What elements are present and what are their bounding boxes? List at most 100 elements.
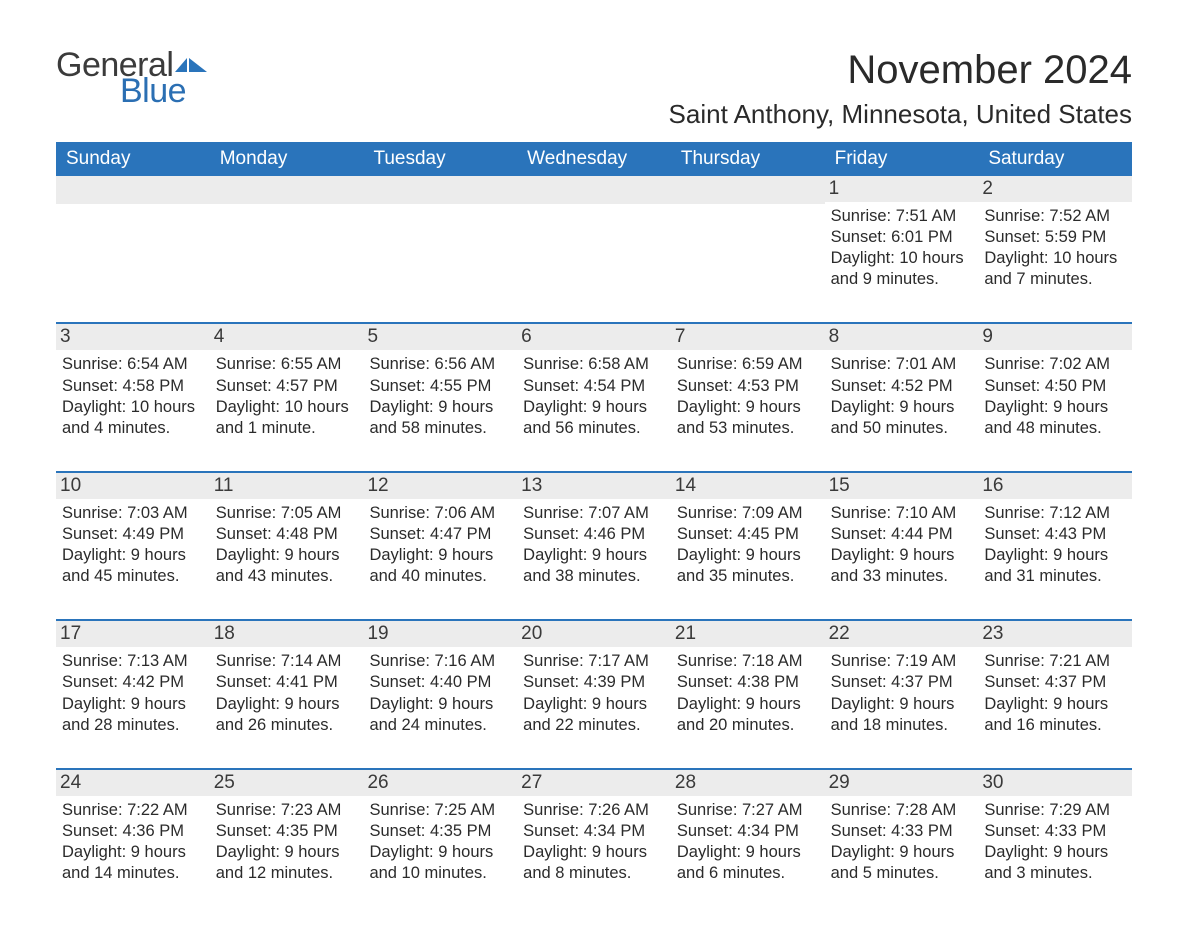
sunrise-text: Sunrise: 7:10 AM [831,503,973,524]
logo-word-blue: Blue [120,74,209,108]
weekday-header: Friday [825,142,979,176]
calendar-day-empty [363,176,517,296]
sunset-text: Sunset: 4:50 PM [984,376,1126,397]
sunset-text: Sunset: 4:36 PM [62,821,204,842]
calendar-day: 20 Sunrise: 7:17 AMSunset: 4:39 PMDayligh… [517,621,671,741]
daylight-text: Daylight: 9 hours and 22 minutes. [523,694,665,736]
day-number [210,176,364,204]
day-info: Sunrise: 7:19 AMSunset: 4:37 PMDaylight:… [831,651,973,735]
sunset-text: Sunset: 4:39 PM [523,672,665,693]
daylight-text: Daylight: 10 hours and 9 minutes. [831,248,973,290]
sunrise-text: Sunrise: 7:23 AM [216,800,358,821]
daylight-text: Daylight: 9 hours and 38 minutes. [523,545,665,587]
day-info: Sunrise: 7:14 AMSunset: 4:41 PMDaylight:… [216,651,358,735]
sunrise-text: Sunrise: 7:28 AM [831,800,973,821]
calendar-day-empty [210,176,364,296]
calendar-day: 22Sunrise: 7:19 AMSunset: 4:37 PMDayligh… [825,621,979,741]
sunrise-text: Sunrise: 6:59 AM [677,354,819,375]
sunset-text: Sunset: 4:38 PM [677,672,819,693]
sunrise-text: Sunrise: 7:16 AM [369,651,511,672]
sunrise-text: Sunrise: 7:22 AM [62,800,204,821]
day-number: 20 [517,621,671,647]
calendar-day-empty [517,176,671,296]
sunset-text: Sunset: 4:37 PM [831,672,973,693]
day-info: Sunrise: 7:06 AMSunset: 4:47 PMDaylight:… [369,503,511,587]
sunset-text: Sunset: 4:33 PM [831,821,973,842]
day-info: Sunrise: 7:27 AMSunset: 4:34 PMDaylight:… [677,800,819,884]
calendar: SundayMondayTuesdayWednesdayThursdayFrid… [56,142,1132,890]
daylight-text: Daylight: 9 hours and 5 minutes. [831,842,973,884]
sunrise-text: Sunrise: 7:17 AM [523,651,665,672]
daylight-text: Daylight: 9 hours and 53 minutes. [677,397,819,439]
daylight-text: Daylight: 9 hours and 35 minutes. [677,545,819,587]
calendar-day: 10Sunrise: 7:03 AMSunset: 4:49 PMDayligh… [56,473,210,593]
sunrise-text: Sunrise: 7:14 AM [216,651,358,672]
sunrise-text: Sunrise: 7:13 AM [62,651,204,672]
daylight-text: Daylight: 9 hours and 28 minutes. [62,694,204,736]
calendar-day: 3Sunrise: 6:54 AMSunset: 4:58 PMDaylight… [56,324,210,444]
calendar-day: 25Sunrise: 7:23 AMSunset: 4:35 PMDayligh… [210,770,364,890]
calendar-day: 1Sunrise: 7:51 AMSunset: 6:01 PMDaylight… [825,176,979,296]
day-number [671,176,825,204]
daylight-text: Daylight: 9 hours and 40 minutes. [369,545,511,587]
sunset-text: Sunset: 4:57 PM [216,376,358,397]
calendar-week-row: 3Sunrise: 6:54 AMSunset: 4:58 PMDaylight… [56,322,1132,444]
sunrise-text: Sunrise: 7:12 AM [984,503,1126,524]
calendar-week-row: 24Sunrise: 7:22 AMSunset: 4:36 PMDayligh… [56,768,1132,890]
sunset-text: Sunset: 4:34 PM [677,821,819,842]
calendar-day: 15Sunrise: 7:10 AMSunset: 4:44 PMDayligh… [825,473,979,593]
daylight-text: Daylight: 9 hours and 48 minutes. [984,397,1126,439]
weekday-header-row: SundayMondayTuesdayWednesdayThursdayFrid… [56,142,1132,176]
day-info: Sunrise: 7:25 AMSunset: 4:35 PMDaylight:… [369,800,511,884]
daylight-text: Daylight: 9 hours and 50 minutes. [831,397,973,439]
day-number: 11 [210,473,364,499]
calendar-day: 9Sunrise: 7:02 AMSunset: 4:50 PMDaylight… [978,324,1132,444]
sunset-text: Sunset: 4:35 PM [369,821,511,842]
day-info: Sunrise: 7:05 AMSunset: 4:48 PMDaylight:… [216,503,358,587]
day-info: Sunrise: 7:17 AMSunset: 4:39 PMDaylight:… [523,651,665,735]
calendar-day: 19Sunrise: 7:16 AMSunset: 4:40 PMDayligh… [363,621,517,741]
calendar-day: 17Sunrise: 7:13 AMSunset: 4:42 PMDayligh… [56,621,210,741]
day-number [56,176,210,204]
day-info: Sunrise: 6:56 AMSunset: 4:55 PMDaylight:… [369,354,511,438]
sunrise-text: Sunrise: 7:25 AM [369,800,511,821]
day-number: 5 [363,324,517,350]
calendar-day: 13Sunrise: 7:07 AMSunset: 4:46 PMDayligh… [517,473,671,593]
day-info: Sunrise: 6:59 AMSunset: 4:53 PMDaylight:… [677,354,819,438]
day-info: Sunrise: 7:26 AMSunset: 4:34 PMDaylight:… [523,800,665,884]
day-info: Sunrise: 7:51 AMSunset: 6:01 PMDaylight:… [831,206,973,290]
calendar-day-empty [671,176,825,296]
day-info: Sunrise: 7:28 AMSunset: 4:33 PMDaylight:… [831,800,973,884]
logo: General Blue [56,48,209,108]
sunset-text: Sunset: 4:46 PM [523,524,665,545]
calendar-week-row: 1Sunrise: 7:51 AMSunset: 6:01 PMDaylight… [56,176,1132,296]
calendar-day: 27Sunrise: 7:26 AMSunset: 4:34 PMDayligh… [517,770,671,890]
header: General Blue November 2024 Saint Anthony… [56,48,1132,130]
weekday-header: Thursday [671,142,825,176]
weekday-header: Saturday [978,142,1132,176]
sunset-text: Sunset: 4:44 PM [831,524,973,545]
day-number: 4 [210,324,364,350]
day-info: Sunrise: 7:09 AMSunset: 4:45 PMDaylight:… [677,503,819,587]
calendar-day: 29Sunrise: 7:28 AMSunset: 4:33 PMDayligh… [825,770,979,890]
weekday-header: Tuesday [363,142,517,176]
weekday-header: Monday [210,142,364,176]
sunrise-text: Sunrise: 7:27 AM [677,800,819,821]
title-block: November 2024 Saint Anthony, Minnesota, … [669,48,1132,130]
day-info: Sunrise: 7:23 AMSunset: 4:35 PMDaylight:… [216,800,358,884]
sunset-text: Sunset: 4:33 PM [984,821,1126,842]
calendar-day: 16Sunrise: 7:12 AMSunset: 4:43 PMDayligh… [978,473,1132,593]
day-info: Sunrise: 7:07 AMSunset: 4:46 PMDaylight:… [523,503,665,587]
calendar-day: 2Sunrise: 7:52 AMSunset: 5:59 PMDaylight… [978,176,1132,296]
sunset-text: Sunset: 4:37 PM [984,672,1126,693]
sunrise-text: Sunrise: 6:55 AM [216,354,358,375]
day-info: Sunrise: 7:52 AMSunset: 5:59 PMDaylight:… [984,206,1126,290]
day-number: 23 [978,621,1132,647]
sunrise-text: Sunrise: 7:01 AM [831,354,973,375]
calendar-week-row: 17Sunrise: 7:13 AMSunset: 4:42 PMDayligh… [56,619,1132,741]
calendar-day: 6Sunrise: 6:58 AMSunset: 4:54 PMDaylight… [517,324,671,444]
calendar-day: 28Sunrise: 7:27 AMSunset: 4:34 PMDayligh… [671,770,825,890]
day-number: 14 [671,473,825,499]
daylight-text: Daylight: 9 hours and 33 minutes. [831,545,973,587]
day-info [677,208,819,288]
